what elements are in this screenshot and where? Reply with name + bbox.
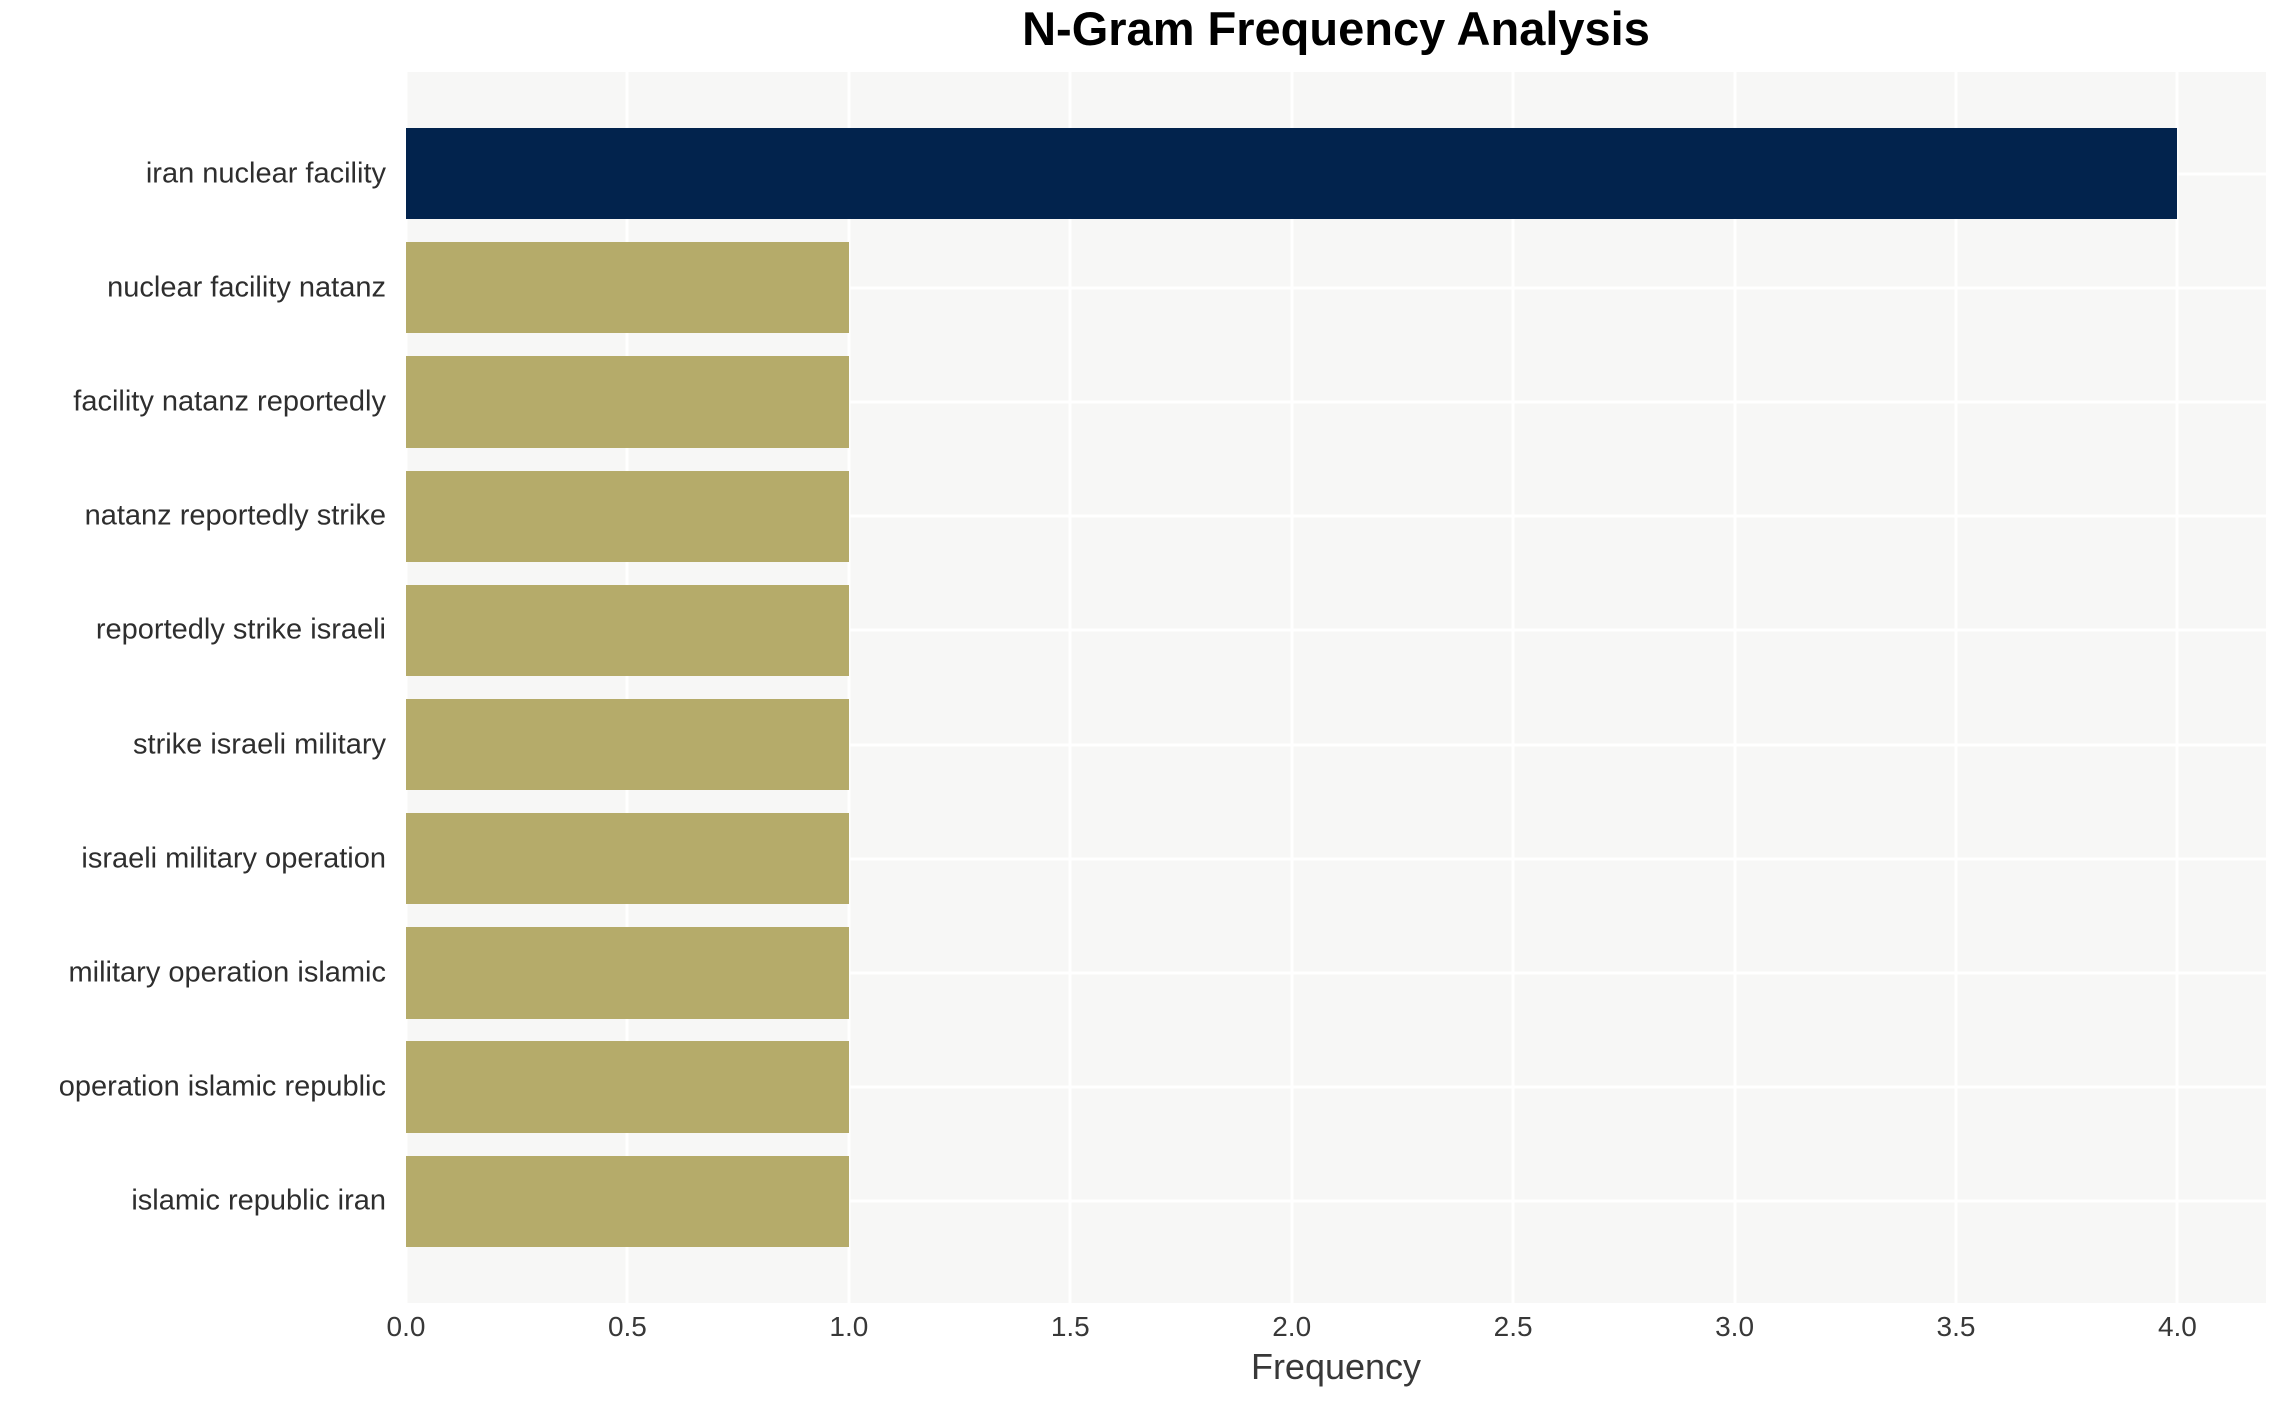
bar-military-operation-islamic	[406, 927, 849, 1019]
x-tick-label: 1.5	[1050, 1311, 1090, 1342]
x-tick-label: 2.5	[1493, 1311, 1533, 1342]
y-gridline	[406, 286, 2266, 290]
x-tick-label: 3.5	[1936, 1311, 1976, 1342]
y-axis: iran nuclear facility nuclear facility na…	[0, 72, 396, 1303]
x-tick-label: 2.0	[1272, 1311, 1312, 1342]
bar-operation-islamic-republic	[406, 1041, 849, 1133]
y-gridline	[406, 857, 2266, 861]
plot-area	[406, 72, 2266, 1303]
bar-israeli-military-operation	[406, 813, 849, 905]
y-tick-label: operation islamic republic	[58, 1070, 386, 1103]
bar-strike-israeli-military	[406, 698, 849, 791]
y-gridline	[406, 514, 2266, 518]
x-gridline	[1068, 72, 1072, 1303]
x-gridline	[1511, 72, 1515, 1303]
y-tick-label: israeli military operation	[81, 842, 386, 875]
x-tick-label: 3.0	[1715, 1311, 1755, 1342]
y-tick-label: reportedly strike israeli	[95, 613, 386, 646]
y-gridline	[406, 1085, 2266, 1089]
y-gridline	[406, 1199, 2266, 1203]
bar-reportedly-strike-israeli	[406, 584, 849, 677]
y-gridline	[406, 971, 2266, 975]
x-tick-label: 0.0	[386, 1311, 426, 1342]
y-tick-label: iran nuclear facility	[145, 157, 386, 190]
bar-islamic-republic-iran	[406, 1155, 849, 1248]
y-tick-label: strike israeli military	[133, 728, 386, 761]
y-tick-label: islamic republic iran	[131, 1184, 386, 1217]
y-tick-label: nuclear facility natanz	[107, 271, 386, 304]
bar-iran-nuclear-facility	[406, 127, 2178, 220]
x-gridline	[625, 72, 629, 1303]
x-axis: 0.0 0.5 1.0 1.5 2.0 2.5 3.0 3.5 4.0	[387, 1303, 2266, 1355]
x-gridline	[1290, 72, 1294, 1303]
bar-facility-natanz-reportedly	[406, 356, 849, 448]
y-gridline	[406, 743, 2266, 747]
x-tick-label: 1.0	[829, 1311, 869, 1342]
x-axis-title: Frequency	[1250, 1346, 1422, 1387]
x-gridline	[406, 72, 408, 1303]
y-gridline	[406, 400, 2266, 404]
x-tick-label: 0.5	[607, 1311, 647, 1342]
bar-nuclear-facility-natanz	[406, 242, 849, 334]
y-gridline	[406, 628, 2266, 632]
chart-title: N-Gram Frequency Analysis	[1022, 2, 1650, 55]
bar-natanz-reportedly-strike	[406, 470, 849, 562]
y-tick-label: military operation islamic	[68, 956, 387, 989]
x-gridline	[1733, 72, 1737, 1303]
y-tick-label: facility natanz reportedly	[73, 385, 386, 418]
x-gridline	[1954, 72, 1958, 1303]
x-gridline	[2175, 72, 2179, 1303]
y-tick-label: natanz reportedly strike	[84, 499, 386, 532]
x-tick-label: 4.0	[2157, 1311, 2197, 1342]
x-gridline	[847, 72, 851, 1303]
